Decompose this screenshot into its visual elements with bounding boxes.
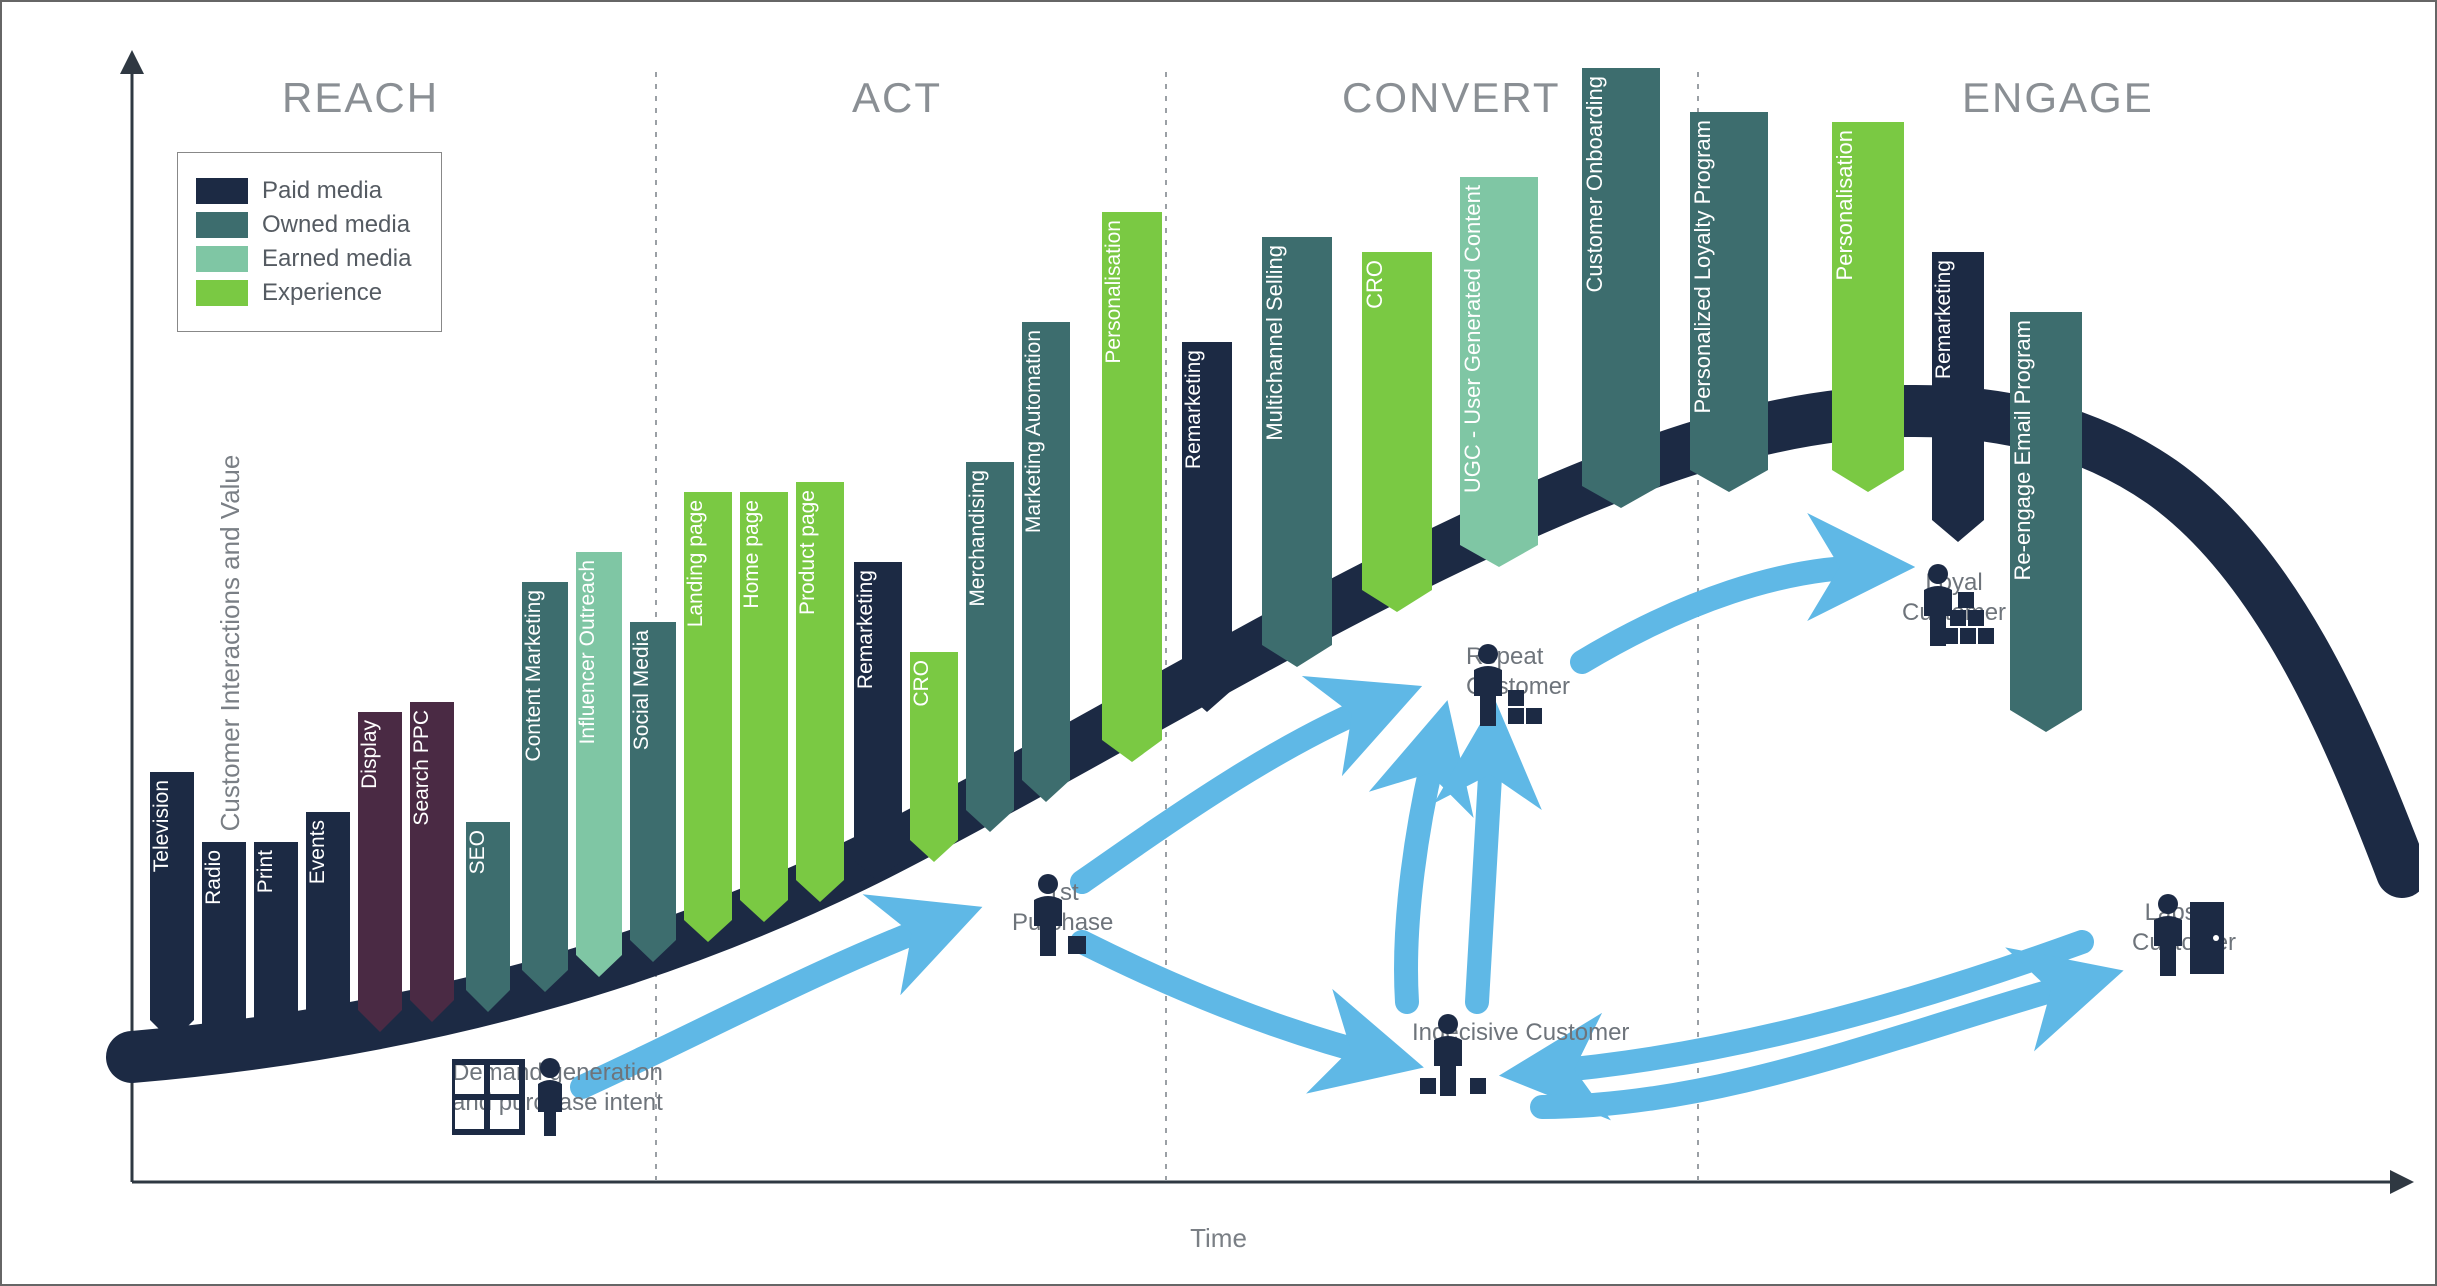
channel-tag: Home page (740, 492, 788, 922)
channel-tag-label: Re-engage Email Program (2010, 312, 2082, 596)
channel-tag: CRO (1362, 252, 1432, 612)
channel-tag-label: Merchandising (966, 462, 1014, 623)
persona-first: 1stPurchase (1012, 872, 1113, 938)
channel-tag-label: Events (306, 812, 350, 900)
stage-label: ENGAGE (1962, 74, 2154, 122)
legend-swatch (196, 212, 248, 238)
channel-tag: Content Marketing (522, 582, 568, 992)
diagram-frame: REACH ACT CONVERT ENGAGE Customer Interactio… (0, 0, 2437, 1286)
persona-demand: Demand generationand purchase intent (452, 1052, 663, 1118)
channel-tag-label: Multichannel Selling (1262, 237, 1332, 457)
channel-tag: Remarketing (1182, 342, 1232, 712)
channel-tag: Search PPC (410, 702, 454, 1022)
channel-tag-label: Personalized Loyalty Program (1690, 112, 1768, 429)
persona-repeat: RepeatCustomer (1452, 642, 1570, 702)
channel-tag: Re-engage Email Program (2010, 312, 2082, 732)
channel-tag: UGC - User Generated Content (1460, 177, 1538, 567)
channel-tag: CRO (910, 652, 958, 862)
channel-tag: Social Media (630, 622, 676, 962)
channel-tag: Landing page (684, 492, 732, 942)
channel-tag: Events (306, 812, 350, 1042)
legend-swatch (196, 246, 248, 272)
x-axis-label: Time (1190, 1223, 1247, 1254)
channel-tag-label: UGC - User Generated Content (1460, 177, 1538, 509)
channel-tag-label: Customer Onboarding (1582, 68, 1660, 308)
legend-swatch (196, 280, 248, 306)
channel-tag-label: Print (254, 842, 298, 909)
channel-tag: Remarketing (1932, 252, 1984, 542)
channel-tag: Marketing Automation (1022, 322, 1070, 802)
legend-label: Paid media (262, 177, 382, 205)
channel-tag-label: Marketing Automation (1022, 322, 1070, 549)
channel-tag-label: Influencer Outreach (576, 552, 622, 760)
legend-label: Owned media (262, 211, 410, 239)
channel-tag: Merchandising (966, 462, 1014, 832)
legend-item: Earned media (196, 245, 411, 273)
channel-tag: Customer Onboarding (1582, 68, 1660, 508)
channel-tag: Influencer Outreach (576, 552, 622, 977)
stage-label: CONVERT (1342, 74, 1561, 122)
channel-tag: Multichannel Selling (1262, 237, 1332, 667)
channel-tag-label: Content Marketing (522, 582, 568, 778)
channel-tag-label: Home page (740, 492, 788, 625)
stage-label: REACH (282, 74, 439, 122)
channel-tag-label: Remarketing (854, 562, 902, 705)
legend: Paid media Owned media Earned media Experie… (177, 152, 442, 332)
channel-tag-label: Television (150, 772, 194, 888)
channel-tag-label: Remarketing (1932, 252, 1984, 395)
channel-tag: Personalisation (1102, 212, 1162, 762)
persona-indecisive: Indecisive Customer (1412, 1012, 1629, 1048)
channel-tag-label: Product page (796, 482, 844, 631)
channel-tag-label: Social Media (630, 622, 676, 766)
channel-tag-label: Landing page (684, 492, 732, 643)
channel-tag: Radio (202, 842, 246, 1052)
channel-tag-label: Remarketing (1182, 342, 1232, 485)
channel-tag-label: Personalisation (1102, 212, 1162, 380)
channel-tag: Personalized Loyalty Program (1690, 112, 1768, 492)
persona-loyal: LoyalCustomer (1902, 562, 2006, 628)
channel-tag-label: CRO (910, 652, 958, 723)
channel-tag: Product page (796, 482, 844, 902)
channel-tag: Television (150, 772, 194, 1042)
channel-tag-label: Radio (202, 842, 246, 921)
legend-label: Experience (262, 279, 382, 307)
channel-tag-label: Display (358, 712, 402, 805)
channel-tag-label: CRO (1362, 252, 1432, 325)
channel-tag: Display (358, 712, 402, 1032)
legend-label: Earned media (262, 245, 411, 273)
channel-tag-label: Personalisation (1832, 122, 1904, 296)
legend-item: Owned media (196, 211, 411, 239)
channel-tag: Remarketing (854, 562, 902, 882)
channel-tag: SEO (466, 822, 510, 1012)
stage-label: ACT (852, 74, 942, 122)
channel-tag-label: Search PPC (410, 702, 454, 842)
channel-tag: Personalisation (1832, 122, 1904, 492)
chart-area: REACH ACT CONVERT ENGAGE Customer Interactio… (22, 22, 2415, 1264)
channel-tag-label: SEO (466, 822, 510, 890)
persona-lapsed: LapsedCustomer (2132, 892, 2236, 958)
legend-item: Experience (196, 279, 411, 307)
y-axis-label: Customer Interactions and Value (215, 455, 246, 832)
legend-item: Paid media (196, 177, 411, 205)
legend-swatch (196, 178, 248, 204)
channel-tag: Print (254, 842, 298, 1052)
